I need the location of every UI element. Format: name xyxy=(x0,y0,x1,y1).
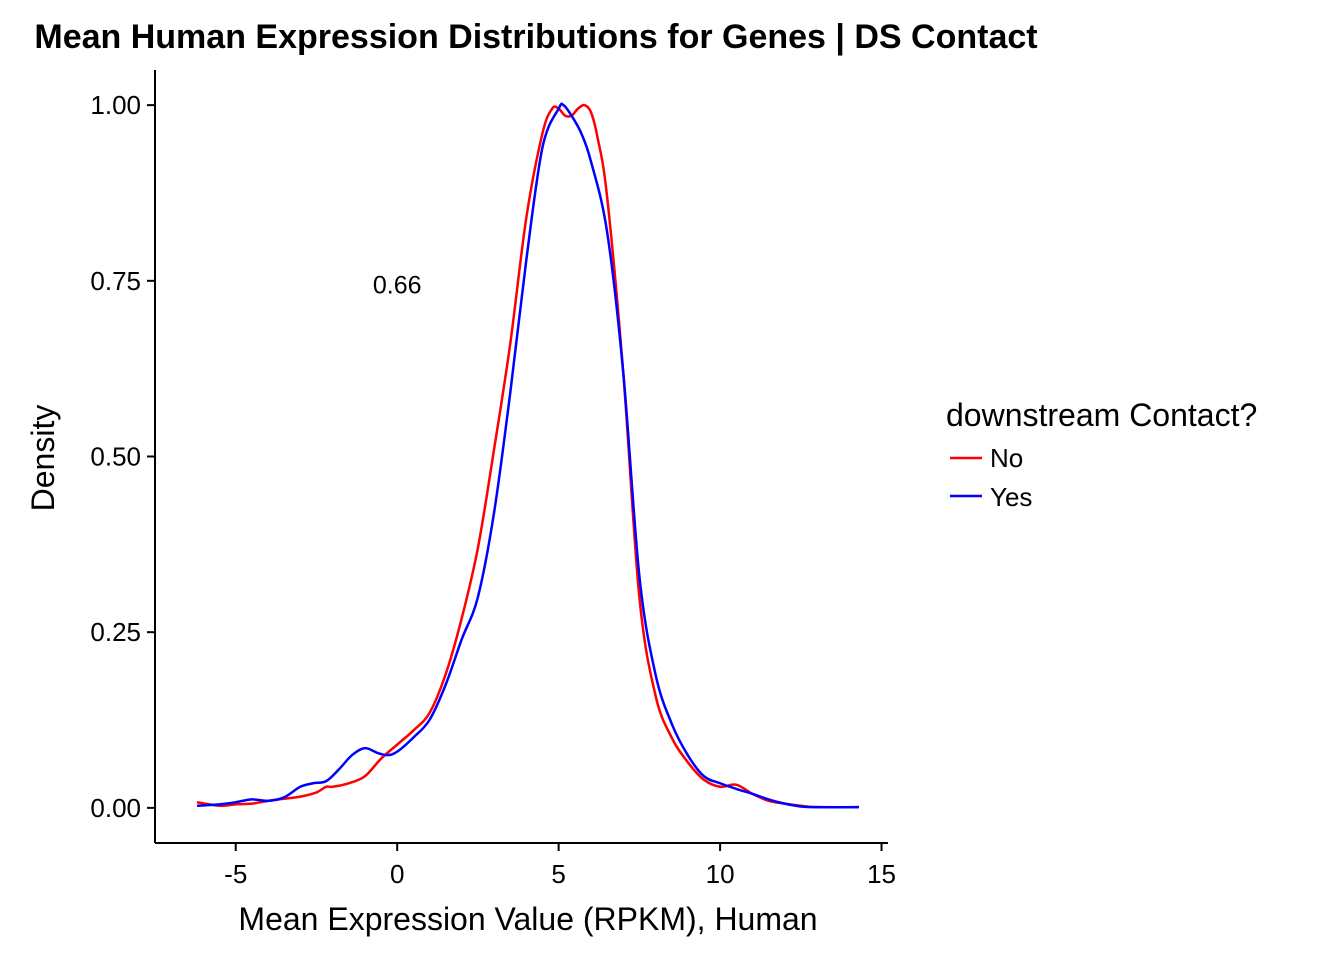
x-tick-label: 15 xyxy=(867,859,896,889)
legend: downstream Contact? No Yes xyxy=(946,397,1257,512)
plot-area xyxy=(196,102,859,809)
x-axis-title: Mean Expression Value (RPKM), Human xyxy=(238,901,817,937)
x-tick-label: 5 xyxy=(551,859,565,889)
y-tick-label: 0.75 xyxy=(90,266,141,296)
legend-label-no: No xyxy=(990,443,1023,473)
y-axis-ticks: 0.00 0.25 0.50 0.75 1.00 xyxy=(90,90,155,823)
chart-title: Mean Human Expression Distributions for … xyxy=(34,18,1037,56)
series-line-yes xyxy=(196,102,859,809)
y-axis-title: Density xyxy=(25,405,61,512)
annotation-label: 0.66 xyxy=(373,271,422,299)
legend-title: downstream Contact? xyxy=(946,397,1257,433)
legend-label-yes: Yes xyxy=(990,482,1032,512)
x-tick-label: -5 xyxy=(224,859,247,889)
y-tick-label: 0.25 xyxy=(90,617,141,647)
x-axis-ticks: -5 0 5 10 15 xyxy=(224,843,896,889)
y-tick-label: 0.50 xyxy=(90,442,141,472)
y-tick-label: 1.00 xyxy=(90,90,141,120)
y-tick-label: 0.00 xyxy=(90,793,141,823)
series-line-no xyxy=(196,103,859,809)
x-tick-label: 0 xyxy=(390,859,404,889)
x-tick-label: 10 xyxy=(706,859,735,889)
